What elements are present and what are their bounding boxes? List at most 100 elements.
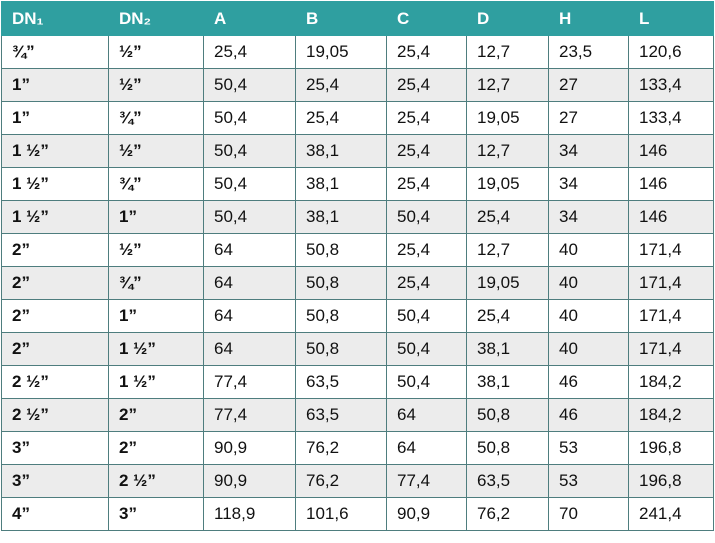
header-cell: L (628, 1, 714, 36)
table-cell: 50,8 (295, 299, 387, 333)
table-cell: 196,8 (628, 431, 714, 465)
table-cell: 146 (628, 200, 714, 234)
table-cell: 76,2 (466, 497, 549, 531)
table-cell: 12,7 (466, 35, 549, 69)
table-cell: 2” (1, 332, 109, 366)
table-cell: 50,4 (386, 365, 467, 399)
table-cell: 118,9 (203, 497, 296, 531)
table-cell: 19,05 (466, 167, 549, 201)
table-cell: 34 (548, 167, 629, 201)
table-row: 2” 1” 64 50,8 50,4 25,4 40 171,4 (1, 299, 714, 333)
table-cell: 1 ½” (1, 167, 109, 201)
table-cell: 120,6 (628, 35, 714, 69)
table-cell: 27 (548, 68, 629, 102)
table-cell: 146 (628, 167, 714, 201)
table-cell: ½” (108, 233, 204, 267)
table-row: 1 ½” ¾” 50,4 38,1 25,4 19,05 34 146 (1, 167, 714, 201)
table-cell: 1” (108, 200, 204, 234)
table-cell: 63,5 (295, 365, 387, 399)
dimension-table: DN₁ DN₂ A B C D H L ¾” ½” 25,4 19,05 25,4 12,7 23,5 12… (1, 1, 714, 531)
table-cell: 25,4 (386, 167, 467, 201)
table-cell: 76,2 (295, 464, 387, 498)
table-cell: 38,1 (295, 200, 387, 234)
table-cell: 171,4 (628, 233, 714, 267)
table-cell: 196,8 (628, 464, 714, 498)
table-row: 2” ½” 64 50,8 25,4 12,7 40 171,4 (1, 233, 714, 267)
table-cell: 25,4 (386, 35, 467, 69)
table-cell: 25,4 (386, 101, 467, 135)
table-cell: 101,6 (295, 497, 387, 531)
table-cell: 25,4 (466, 200, 549, 234)
table-cell: 3” (1, 431, 109, 465)
table-cell: 1 ½” (1, 134, 109, 168)
table-cell: 38,1 (295, 134, 387, 168)
table-cell: 1 ½” (108, 332, 204, 366)
table-cell: 241,4 (628, 497, 714, 531)
table-cell: 40 (548, 299, 629, 333)
table-cell: 12,7 (466, 134, 549, 168)
header-row: DN₁ DN₂ A B C D H L (1, 1, 714, 36)
table-cell: 50,4 (203, 101, 296, 135)
table-row: 3” 2 ½” 90,9 76,2 77,4 63,5 53 196,8 (1, 464, 714, 498)
table-row: 4” 3” 118,9 101,6 90,9 76,2 70 241,4 (1, 497, 714, 531)
header-cell: B (295, 1, 387, 36)
table-cell: 90,9 (203, 431, 296, 465)
table-cell: 64 (203, 266, 296, 300)
table-cell: 64 (203, 332, 296, 366)
table-cell: 4” (1, 497, 109, 531)
table-cell: 46 (548, 365, 629, 399)
table-row: 1 ½” 1” 50,4 38,1 50,4 25,4 34 146 (1, 200, 714, 234)
table-cell: 1” (1, 101, 109, 135)
table-cell: 1” (108, 299, 204, 333)
table-cell: 25,4 (386, 68, 467, 102)
table-cell: 50,4 (203, 68, 296, 102)
table-cell: 146 (628, 134, 714, 168)
table-cell: 1 ½” (1, 200, 109, 234)
table-cell: ½” (108, 35, 204, 69)
table-row: 2” ¾” 64 50,8 25,4 19,05 40 171,4 (1, 266, 714, 300)
table-cell: 63,5 (466, 464, 549, 498)
table-row: 1” ½” 50,4 25,4 25,4 12,7 27 133,4 (1, 68, 714, 102)
header-cell: A (203, 1, 296, 36)
table-row: 1” ¾” 50,4 25,4 25,4 19,05 27 133,4 (1, 101, 714, 135)
table-cell: 184,2 (628, 398, 714, 432)
table-cell: 19,05 (295, 35, 387, 69)
header-cell: H (548, 1, 629, 36)
table-cell: 90,9 (386, 497, 467, 531)
table-row: 1 ½” ½” 50,4 38,1 25,4 12,7 34 146 (1, 134, 714, 168)
table-cell: 19,05 (466, 266, 549, 300)
table-cell: 50,8 (295, 266, 387, 300)
table-cell: 50,4 (386, 299, 467, 333)
table-cell: 2” (108, 398, 204, 432)
table-cell: 2” (1, 299, 109, 333)
table-cell: 25,4 (295, 68, 387, 102)
table-cell: 25,4 (386, 134, 467, 168)
table-cell: 2” (1, 233, 109, 267)
table-cell: 50,4 (203, 134, 296, 168)
table-cell: 64 (386, 398, 467, 432)
table-cell: 12,7 (466, 233, 549, 267)
table-cell: 1 ½” (108, 365, 204, 399)
table-cell: 25,4 (386, 266, 467, 300)
table-cell: 77,4 (386, 464, 467, 498)
header-cell: DN₁ (1, 1, 109, 36)
table-cell: 133,4 (628, 101, 714, 135)
table-cell: ½” (108, 68, 204, 102)
table-cell: 3” (1, 464, 109, 498)
header-cell: D (466, 1, 549, 36)
table-cell: 77,4 (203, 365, 296, 399)
table-cell: 2” (1, 266, 109, 300)
table-cell: 1” (1, 68, 109, 102)
table-cell: 40 (548, 332, 629, 366)
table-row: ¾” ½” 25,4 19,05 25,4 12,7 23,5 120,6 (1, 35, 714, 69)
table-cell: 2 ½” (1, 398, 109, 432)
table-cell: 25,4 (466, 299, 549, 333)
table-cell: 38,1 (295, 167, 387, 201)
table-cell: 70 (548, 497, 629, 531)
table-cell: 63,5 (295, 398, 387, 432)
table-cell: 2 ½” (1, 365, 109, 399)
table-body: ¾” ½” 25,4 19,05 25,4 12,7 23,5 120,6 1” ½” 50,4 25… (1, 35, 714, 531)
table-cell: 25,4 (386, 233, 467, 267)
table-row: 2” 1 ½” 64 50,8 50,4 38,1 40 171,4 (1, 332, 714, 366)
table-cell: 2” (108, 431, 204, 465)
